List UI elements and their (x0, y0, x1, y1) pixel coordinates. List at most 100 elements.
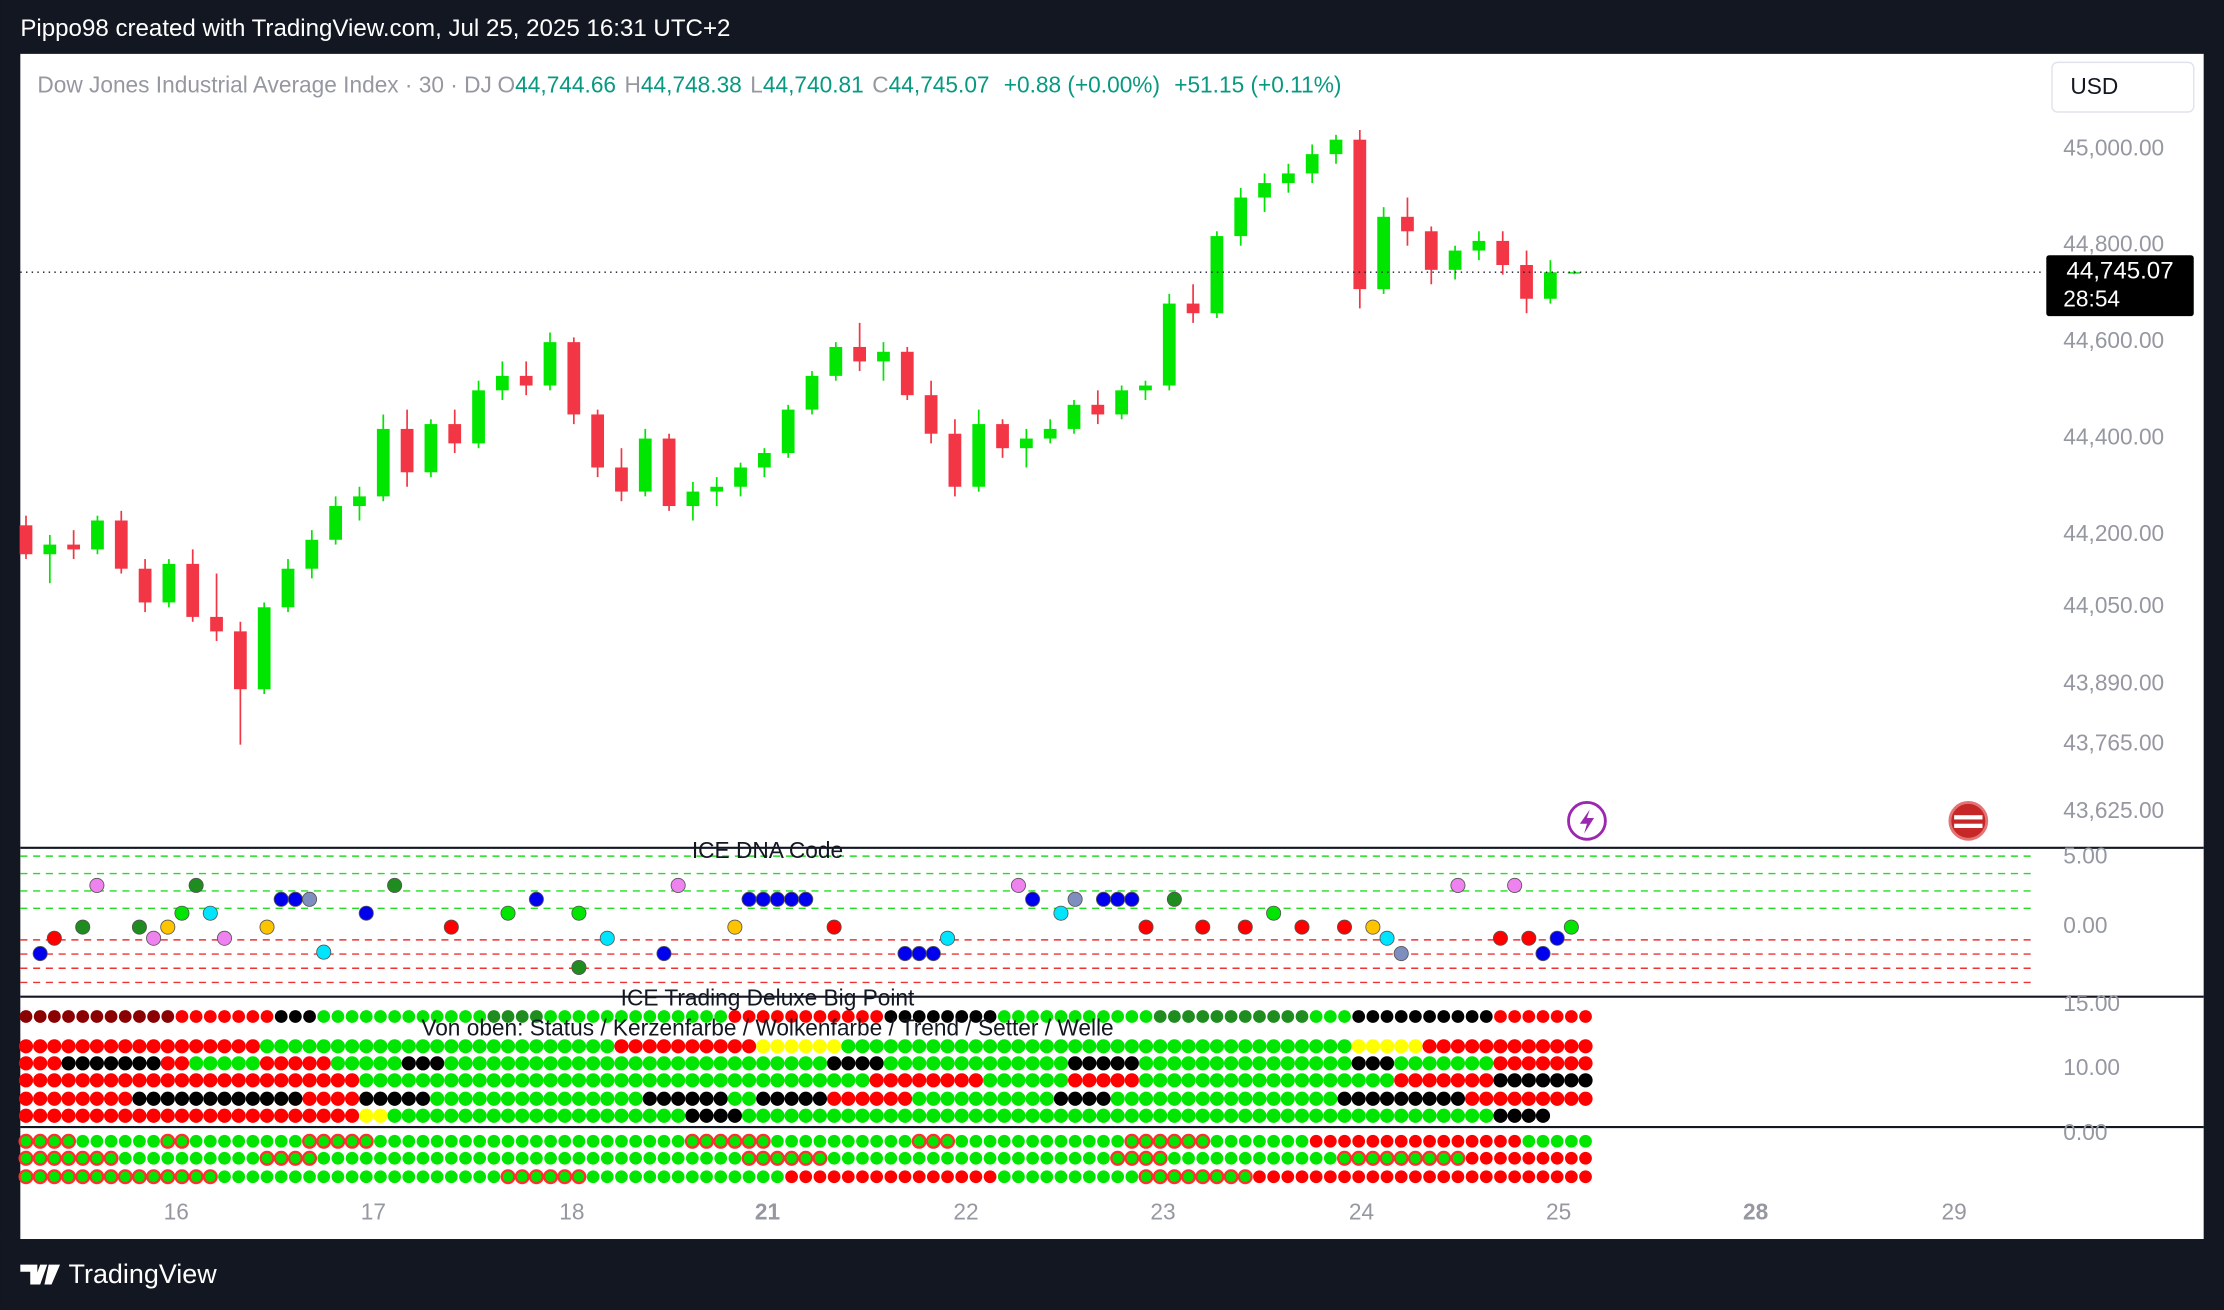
indicator-dot (47, 1108, 62, 1123)
indicator-dot (330, 1039, 345, 1054)
indicator-dot (642, 1056, 657, 1071)
indicator-dot (1294, 1073, 1310, 1088)
indicator-dot (473, 1170, 487, 1184)
indicator-dot (245, 1056, 260, 1071)
currency[interactable]: USD (2070, 73, 2118, 99)
indicator-dot (1224, 1056, 1239, 1071)
indicator-dot (911, 946, 927, 962)
indicator-dot (203, 1056, 218, 1071)
indicator-dot (941, 1170, 954, 1184)
indicator-dot (345, 1151, 359, 1165)
candle-body (1234, 197, 1248, 237)
indicator-dot (1379, 1056, 1395, 1071)
indicator-dot (713, 1073, 728, 1088)
indicator-dot (1195, 1169, 1211, 1185)
indicator-dot (586, 1170, 600, 1184)
indicator-dot (1550, 1091, 1565, 1106)
indicator-dot (245, 1091, 260, 1106)
indicator-dot (756, 1170, 770, 1184)
indicator-dot (1110, 1056, 1125, 1071)
flag-icon[interactable] (1948, 801, 1989, 841)
indicator-dot (784, 1056, 799, 1071)
indicator-dot (387, 877, 403, 893)
indicator-dot (884, 1151, 898, 1165)
indicator-dot (1366, 1170, 1380, 1184)
indicator-dot (586, 1108, 601, 1123)
indicator-dot (189, 1151, 203, 1165)
indicator-dot (1281, 1134, 1295, 1148)
indicator-dot (1309, 1108, 1324, 1123)
indicator-dot (1436, 1108, 1451, 1123)
indicator-dot (133, 1010, 146, 1023)
indicator-dot (1309, 1091, 1324, 1106)
indicator-dot (288, 1170, 302, 1184)
indicator-dot (1124, 891, 1140, 907)
indicator-dot (472, 1039, 487, 1054)
indicator-dot (274, 1134, 288, 1148)
indicator-dot (288, 1073, 303, 1088)
indicator-dot (47, 1039, 62, 1054)
indicator-dot (1153, 1108, 1168, 1123)
indicator-dot (1336, 919, 1353, 935)
indicator-dot (1082, 1039, 1097, 1054)
indicator-dot (1224, 1134, 1238, 1148)
indicator-dot (316, 1133, 332, 1149)
indicator-dot (1407, 1150, 1423, 1166)
currency-button[interactable] (2051, 61, 2195, 113)
indicator-dot (699, 1073, 714, 1088)
indicator-dot (869, 1073, 884, 1088)
indicator-dot (344, 1073, 360, 1088)
indicator-dot (1550, 1073, 1565, 1088)
indicator-dot (856, 1170, 869, 1184)
indicator-dot (33, 1010, 47, 1023)
indicator-dot (1025, 891, 1041, 907)
indicator-dot (912, 1039, 927, 1054)
candle-body (1353, 139, 1367, 290)
ohlc-value: 44,740.81 (763, 71, 864, 97)
indicator-dot (1294, 919, 1310, 935)
indicator-dot (543, 1039, 558, 1054)
indicator-dot (1564, 1073, 1579, 1088)
indicator-dot (1238, 1108, 1253, 1123)
candle-body (638, 438, 652, 492)
indicator-dot (1082, 1056, 1097, 1071)
indicator-dot (827, 1091, 842, 1106)
indicator-dot (1168, 1151, 1181, 1165)
indicator-dot (1479, 1108, 1494, 1123)
candle-body (1472, 240, 1486, 251)
candle-body (877, 351, 890, 362)
x-tick-label: 17 (361, 1199, 386, 1225)
indicator-dot (273, 1150, 289, 1166)
indicator-dot (1508, 1170, 1522, 1184)
indicator-dot (131, 1169, 147, 1185)
indicator-dot (1479, 1010, 1493, 1023)
indicator-dot (1564, 1010, 1578, 1023)
indicator-dot (926, 1170, 940, 1184)
indicator-dot (189, 1134, 203, 1148)
indicator-dot (714, 1170, 728, 1184)
indicator-dot (1437, 1134, 1451, 1148)
indicator-dot (430, 1134, 444, 1148)
indicator-dot (18, 1133, 34, 1149)
indicator-dot (118, 1073, 133, 1088)
flag-stripe (1954, 823, 1983, 828)
indicator-dot (231, 1056, 246, 1071)
indicator-dot (1196, 1010, 1210, 1023)
indicator-dot (1309, 1039, 1324, 1054)
indicator-dot (1124, 1108, 1139, 1123)
indicator-dot (1039, 1073, 1054, 1088)
indicator-dot (997, 1134, 1011, 1148)
indicator-dot (1010, 877, 1026, 893)
indicator-dot (288, 1134, 302, 1148)
indicator-dot (926, 1039, 941, 1054)
indicator-dot (812, 1039, 828, 1054)
indicator-dot (132, 1108, 147, 1123)
indicator-dot (1280, 1091, 1295, 1106)
indicator-dot (1450, 1108, 1466, 1123)
indicator-dot (1550, 1170, 1564, 1184)
indicator-dot (543, 1108, 558, 1123)
indicator-dot (103, 1039, 119, 1054)
candle-body (281, 568, 295, 608)
indicator-dot (1409, 1010, 1422, 1023)
indicator-dot (89, 1169, 105, 1185)
